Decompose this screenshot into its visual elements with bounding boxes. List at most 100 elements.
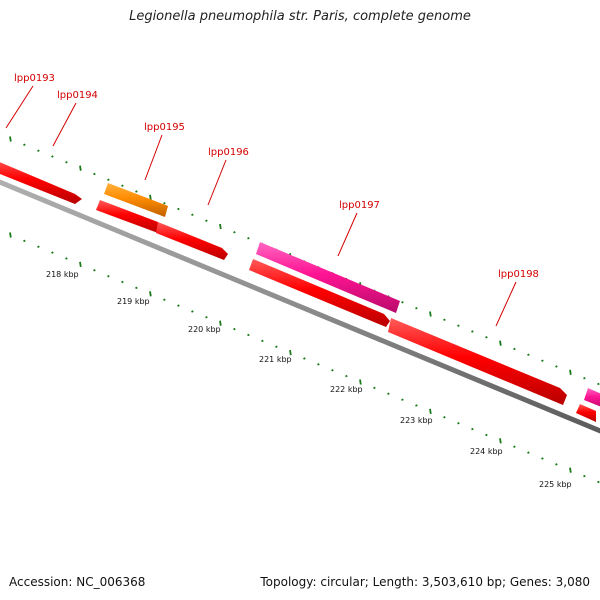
gc-upper-tick bbox=[541, 359, 544, 362]
gc-upper-tick bbox=[583, 376, 586, 380]
gc-upper-tick bbox=[191, 213, 194, 217]
gc-content-upper-track bbox=[9, 136, 600, 386]
gene-track bbox=[0, 158, 600, 422]
gc-lower-tick bbox=[51, 251, 54, 254]
gc-content-lower-track bbox=[9, 232, 600, 484]
gene-arrow-lpp0195[interactable] bbox=[104, 183, 168, 217]
gene-label-lpp0195[interactable]: lpp0195 bbox=[144, 122, 185, 133]
gc-lower-tick bbox=[373, 386, 376, 390]
gc-lower-tick bbox=[429, 408, 432, 415]
gene-label-lpp0198[interactable]: lpp0198 bbox=[498, 269, 539, 280]
scale-label-225: 225 kbp bbox=[539, 480, 572, 489]
gc-upper-tick bbox=[597, 382, 600, 386]
gc-upper-tick bbox=[513, 347, 516, 351]
gene-label-leaders bbox=[5, 85, 517, 327]
gc-upper-tick bbox=[457, 324, 460, 327]
gc-upper-tick bbox=[177, 207, 180, 211]
gc-lower-tick bbox=[247, 333, 250, 337]
gene-arrow-lpp0197b[interactable] bbox=[249, 259, 390, 327]
gene-arrow-lpp0196[interactable] bbox=[156, 222, 228, 260]
gc-upper-tick bbox=[23, 143, 26, 147]
gc-upper-tick bbox=[415, 306, 418, 310]
scale-label-220: 220 kbp bbox=[188, 325, 221, 334]
leader-lpp0196 bbox=[207, 159, 227, 206]
gc-upper-tick bbox=[219, 223, 222, 230]
gc-lower-tick bbox=[471, 427, 474, 431]
gc-upper-tick bbox=[569, 369, 572, 375]
leader-lpp0193 bbox=[5, 85, 34, 129]
gc-lower-tick bbox=[191, 310, 194, 313]
gc-lower-tick bbox=[37, 245, 40, 249]
gc-upper-tick bbox=[429, 311, 432, 317]
gc-upper-tick bbox=[149, 194, 152, 200]
gc-lower-tick bbox=[23, 239, 26, 243]
gc-upper-tick bbox=[121, 184, 124, 187]
gc-lower-tick bbox=[345, 374, 348, 378]
gc-lower-tick bbox=[9, 232, 12, 238]
gc-lower-tick bbox=[317, 363, 320, 366]
gene-label-lpp0196[interactable]: lpp0196 bbox=[208, 147, 249, 158]
scale-label-223: 223 kbp bbox=[400, 416, 433, 425]
gc-lower-tick bbox=[583, 474, 586, 478]
gc-lower-tick bbox=[275, 345, 278, 348]
gene-arrow-lpp0193[interactable] bbox=[0, 158, 82, 204]
gc-upper-tick bbox=[499, 340, 502, 346]
gc-lower-tick bbox=[499, 438, 502, 444]
gc-upper-tick bbox=[65, 161, 68, 164]
gc-lower-tick bbox=[359, 379, 362, 385]
gc-upper-tick bbox=[401, 301, 404, 304]
gc-upper-tick bbox=[527, 353, 530, 357]
gc-lower-tick bbox=[457, 421, 460, 425]
scale-label-219: 219 kbp bbox=[117, 297, 150, 306]
gc-upper-tick bbox=[107, 178, 110, 182]
leader-lpp0198 bbox=[495, 281, 517, 327]
gene-arrow-lpp0194[interactable] bbox=[96, 200, 158, 233]
gc-lower-tick bbox=[387, 392, 390, 396]
gc-lower-tick bbox=[65, 257, 68, 260]
gc-lower-tick bbox=[205, 316, 208, 319]
gene-arrow-lpp0198[interactable] bbox=[388, 318, 567, 405]
gc-lower-tick bbox=[303, 357, 306, 360]
leader-lpp0194 bbox=[52, 102, 77, 147]
gene-label-lpp0197[interactable]: lpp0197 bbox=[339, 200, 380, 211]
leader-lpp0197 bbox=[337, 212, 358, 257]
gc-lower-tick bbox=[233, 327, 236, 331]
scale-label-221: 221 kbp bbox=[259, 355, 292, 364]
scale-label-222: 222 kbp bbox=[330, 385, 363, 394]
gene-arrow-next[interactable] bbox=[576, 404, 596, 422]
gc-lower-tick bbox=[415, 404, 418, 407]
gc-upper-tick bbox=[37, 149, 40, 152]
gc-lower-tick bbox=[513, 445, 516, 448]
gene-label-lpp0194[interactable]: lpp0194 bbox=[57, 90, 98, 101]
gene-arrow-lpp0197[interactable] bbox=[256, 242, 400, 313]
gc-upper-tick bbox=[93, 172, 96, 176]
gc-lower-tick bbox=[107, 274, 110, 278]
gc-upper-tick bbox=[163, 201, 166, 205]
accession-text: Accession: NC_006368 bbox=[9, 575, 146, 589]
gc-lower-tick bbox=[219, 320, 222, 326]
genome-summary-text: Topology: circular; Length: 3,503,610 bp… bbox=[260, 575, 590, 589]
gc-lower-tick bbox=[93, 269, 96, 272]
gc-lower-tick bbox=[597, 480, 600, 484]
gc-lower-tick bbox=[541, 457, 544, 460]
gc-lower-tick bbox=[79, 261, 82, 268]
genome-backbone bbox=[0, 179, 600, 434]
scale-labels: 218 kbp 219 kbp 220 kbp 221 kbp 222 kbp … bbox=[46, 270, 572, 489]
gc-upper-tick bbox=[9, 136, 12, 142]
gene-arrow-next-magenta[interactable] bbox=[584, 388, 600, 408]
gc-lower-tick bbox=[121, 280, 124, 284]
gc-lower-tick bbox=[289, 349, 292, 356]
gc-lower-tick bbox=[177, 304, 180, 307]
gene-labels: lpp0193 lpp0194 lpp0195 lpp0196 lpp0197 … bbox=[14, 73, 539, 280]
gc-lower-tick bbox=[555, 463, 558, 466]
gc-lower-tick bbox=[163, 298, 166, 301]
gc-upper-tick bbox=[79, 165, 82, 171]
gc-upper-tick bbox=[443, 318, 446, 322]
gc-lower-tick bbox=[569, 467, 572, 473]
map-title: Legionella pneumophila str. Paris, compl… bbox=[129, 9, 471, 24]
gc-upper-tick bbox=[555, 365, 558, 368]
gene-label-lpp0193[interactable]: lpp0193 bbox=[14, 73, 55, 84]
gc-upper-tick bbox=[485, 336, 488, 339]
